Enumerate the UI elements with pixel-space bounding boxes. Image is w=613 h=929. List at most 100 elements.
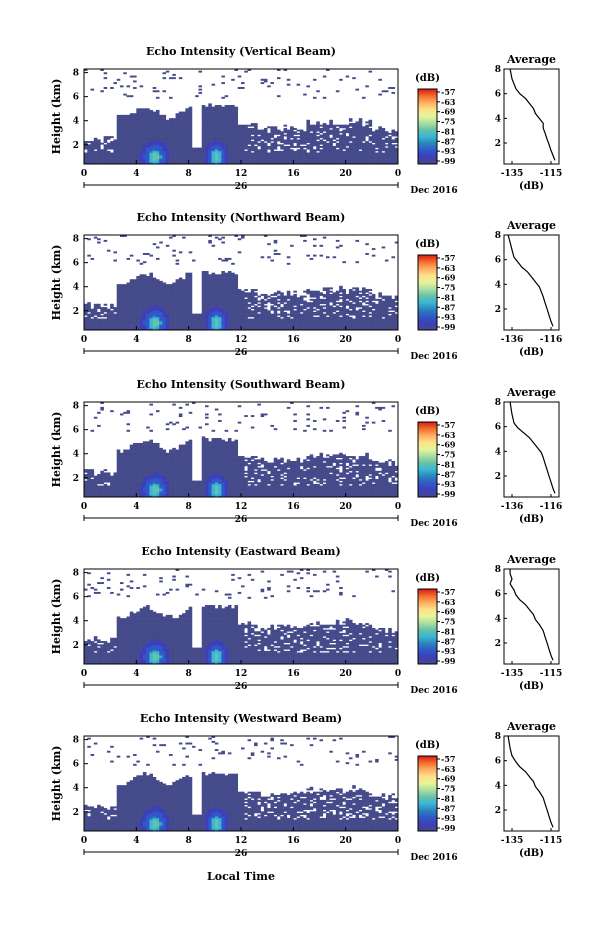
colorbar-label: -93 xyxy=(441,813,456,823)
avg-title: Average xyxy=(506,386,556,399)
colorbar-label: -99 xyxy=(441,656,456,666)
colorbar-unit: (dB) xyxy=(415,573,440,584)
avg-x-tick-label: -115 xyxy=(540,169,563,179)
x-tick-label: 8 xyxy=(186,502,192,512)
colorbar-label: -75 xyxy=(441,283,455,293)
x-tick-label: 4 xyxy=(133,502,139,512)
colorbar-label: -93 xyxy=(441,479,456,489)
colorbar-label: -81 xyxy=(441,292,455,302)
colorbar-label: -81 xyxy=(441,459,455,469)
date-label: Dec 2016 xyxy=(410,186,457,196)
x-tick-label: 4 xyxy=(133,169,139,179)
x-tick-label: 12 xyxy=(235,836,248,846)
avg-profile-line xyxy=(507,234,554,327)
x-tick-label: 8 xyxy=(186,669,192,679)
avg-x-label: (dB) xyxy=(519,514,544,525)
date-day: 26 xyxy=(235,682,248,692)
colorbar-label: -99 xyxy=(441,156,456,166)
avg-profile-line xyxy=(507,735,554,828)
x-tick-label: 4 xyxy=(133,335,139,345)
avg-y-tick-label: 2 xyxy=(495,639,501,649)
x-tick-label: 0 xyxy=(81,502,87,512)
date-label: Dec 2016 xyxy=(410,686,457,696)
y-axis-label: Height (km) xyxy=(50,79,63,155)
panel-4: Echo Intensity (Eastward Beam) 2 4 6 8 Height… xyxy=(50,545,562,696)
x-tick-label: 0 xyxy=(81,335,87,345)
colorbar-label: -69 xyxy=(441,273,456,283)
heatmap-cells xyxy=(84,569,399,665)
colorbar-unit: (dB) xyxy=(415,740,440,751)
y-tick-label: 8 xyxy=(73,69,79,79)
date-day: 26 xyxy=(235,348,248,358)
colorbar-label: -99 xyxy=(441,823,456,833)
y-tick-label: 2 xyxy=(73,474,79,484)
y-tick-label: 4 xyxy=(73,617,79,627)
colorbar-label: -75 xyxy=(441,450,455,460)
colorbar-label: -75 xyxy=(441,117,455,127)
x-tick-label: 12 xyxy=(235,669,248,679)
avg-x-label: (dB) xyxy=(519,181,544,192)
colorbar-label: -99 xyxy=(441,489,456,499)
y-tick-label: 6 xyxy=(73,426,79,436)
avg-x-label: (dB) xyxy=(519,681,544,692)
y-tick-label: 2 xyxy=(73,641,79,651)
colorbar-unit: (dB) xyxy=(415,406,440,417)
x-tick-label: 0 xyxy=(395,169,401,179)
colorbar-label: -87 xyxy=(441,302,455,312)
y-tick-label: 6 xyxy=(73,593,79,603)
x-tick-label: 0 xyxy=(81,169,87,179)
heatmap-cells xyxy=(84,235,399,331)
heatmap-cells xyxy=(84,69,399,165)
avg-y-tick-label: 6 xyxy=(495,757,501,767)
x-tick-label: 16 xyxy=(287,836,300,846)
colorbar xyxy=(417,755,438,832)
avg-y-tick-label: 4 xyxy=(495,781,501,791)
colorbar-label: -81 xyxy=(441,126,455,136)
y-tick-label: 4 xyxy=(73,117,79,127)
colorbar-label: -69 xyxy=(441,607,456,617)
avg-y-tick-label: 8 xyxy=(495,565,501,575)
x-tick-label: 20 xyxy=(339,669,352,679)
avg-frame xyxy=(503,735,560,832)
x-tick-label: 8 xyxy=(186,335,192,345)
avg-profile-line xyxy=(509,569,554,661)
x-tick-label: 12 xyxy=(235,502,248,512)
avg-y-tick-label: 4 xyxy=(495,114,501,124)
colorbar xyxy=(417,254,438,331)
colorbar-label: -87 xyxy=(441,469,455,479)
avg-frame xyxy=(503,401,560,498)
avg-x-tick-label: -135 xyxy=(501,669,524,679)
x-tick-label: 16 xyxy=(287,335,300,345)
y-tick-label: 2 xyxy=(73,808,79,818)
y-tick-label: 6 xyxy=(73,93,79,103)
y-tick-label: 8 xyxy=(73,235,79,245)
avg-y-tick-label: 6 xyxy=(495,90,501,100)
avg-y-tick-label: 8 xyxy=(495,65,501,75)
avg-x-tick-label: -115 xyxy=(540,836,563,846)
colorbar-label: -93 xyxy=(441,646,456,656)
x-tick-label: 12 xyxy=(235,169,248,179)
avg-y-tick-label: 4 xyxy=(495,447,501,457)
colorbar-label: -69 xyxy=(441,774,456,784)
date-day: 26 xyxy=(235,849,248,859)
x-tick-label: 0 xyxy=(395,335,401,345)
colorbar-label: -63 xyxy=(441,263,456,273)
y-tick-label: 6 xyxy=(73,760,79,770)
avg-y-tick-label: 4 xyxy=(495,280,501,290)
heatmap-cells xyxy=(84,402,399,498)
avg-frame xyxy=(503,234,560,331)
y-tick-label: 8 xyxy=(73,569,79,579)
y-tick-label: 4 xyxy=(73,283,79,293)
colorbar-label: -57 xyxy=(441,587,455,597)
x-tick-label: 0 xyxy=(395,836,401,846)
colorbar-unit: (dB) xyxy=(415,73,440,84)
y-tick-label: 2 xyxy=(73,141,79,151)
colorbar-label: -93 xyxy=(441,146,456,156)
avg-y-tick-label: 6 xyxy=(495,256,501,266)
colorbar xyxy=(417,421,438,498)
colorbar-label: -81 xyxy=(441,626,455,636)
x-tick-label: 8 xyxy=(186,836,192,846)
colorbar-label: -57 xyxy=(441,754,455,764)
colorbar-label: -63 xyxy=(441,597,456,607)
avg-x-tick-label: -116 xyxy=(540,335,563,345)
